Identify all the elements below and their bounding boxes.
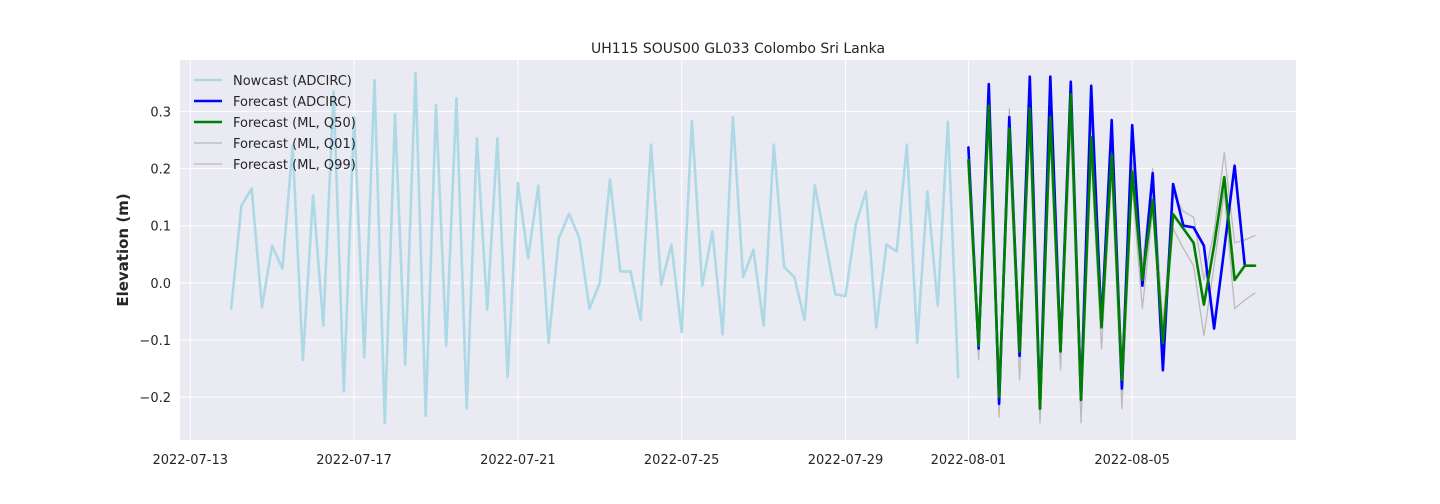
series-line-1 — [229, 71, 960, 425]
y-tick-label: −0.2 — [139, 391, 171, 406]
x-tick-labels: 2022-07-13 2022-07-17 2022-07-21 2022-07-25… — [152, 453, 1170, 468]
series-layer — [229, 71, 1257, 425]
chart-title: UH115 SOUS00 GL033 Colombo Sri Lanka — [591, 41, 885, 57]
y-tick-label: 0.2 — [150, 163, 171, 178]
grid-lines — [180, 60, 1296, 440]
legend-label: Forecast (ML, Q99) — [233, 158, 356, 173]
legend-label: Forecast (ML, Q01) — [233, 137, 356, 152]
x-tick-label: 2022-07-29 — [808, 453, 884, 468]
x-tick-label: 2022-07-17 — [316, 453, 392, 468]
y-tick-label: 0.3 — [150, 105, 171, 120]
x-tick-label: 2022-08-01 — [931, 453, 1007, 468]
plot-area — [180, 60, 1296, 440]
series-line-3 — [967, 93, 1257, 410]
legend-label: Forecast (ADCIRC) — [233, 95, 352, 110]
legend-label: Forecast (ML, Q50) — [233, 116, 356, 131]
x-tick-label: 2022-07-25 — [644, 453, 720, 468]
x-tick-label: 2022-07-13 — [152, 453, 228, 468]
y-axis-label: Elevation (m) — [114, 193, 132, 306]
legend-label: Nowcast (ADCIRC) — [233, 74, 352, 89]
y-tick-labels: −0.2 −0.1 0.0 0.1 0.2 0.3 — [139, 105, 171, 406]
x-tick-label: 2022-07-21 — [480, 453, 556, 468]
y-tick-label: −0.1 — [139, 334, 171, 349]
x-tick-label: 2022-08-05 — [1094, 453, 1170, 468]
legend: Nowcast (ADCIRC) Forecast (ADCIRC) Forecas… — [194, 74, 356, 173]
y-tick-label: 0.0 — [150, 277, 171, 292]
y-tick-label: 0.1 — [150, 220, 171, 235]
